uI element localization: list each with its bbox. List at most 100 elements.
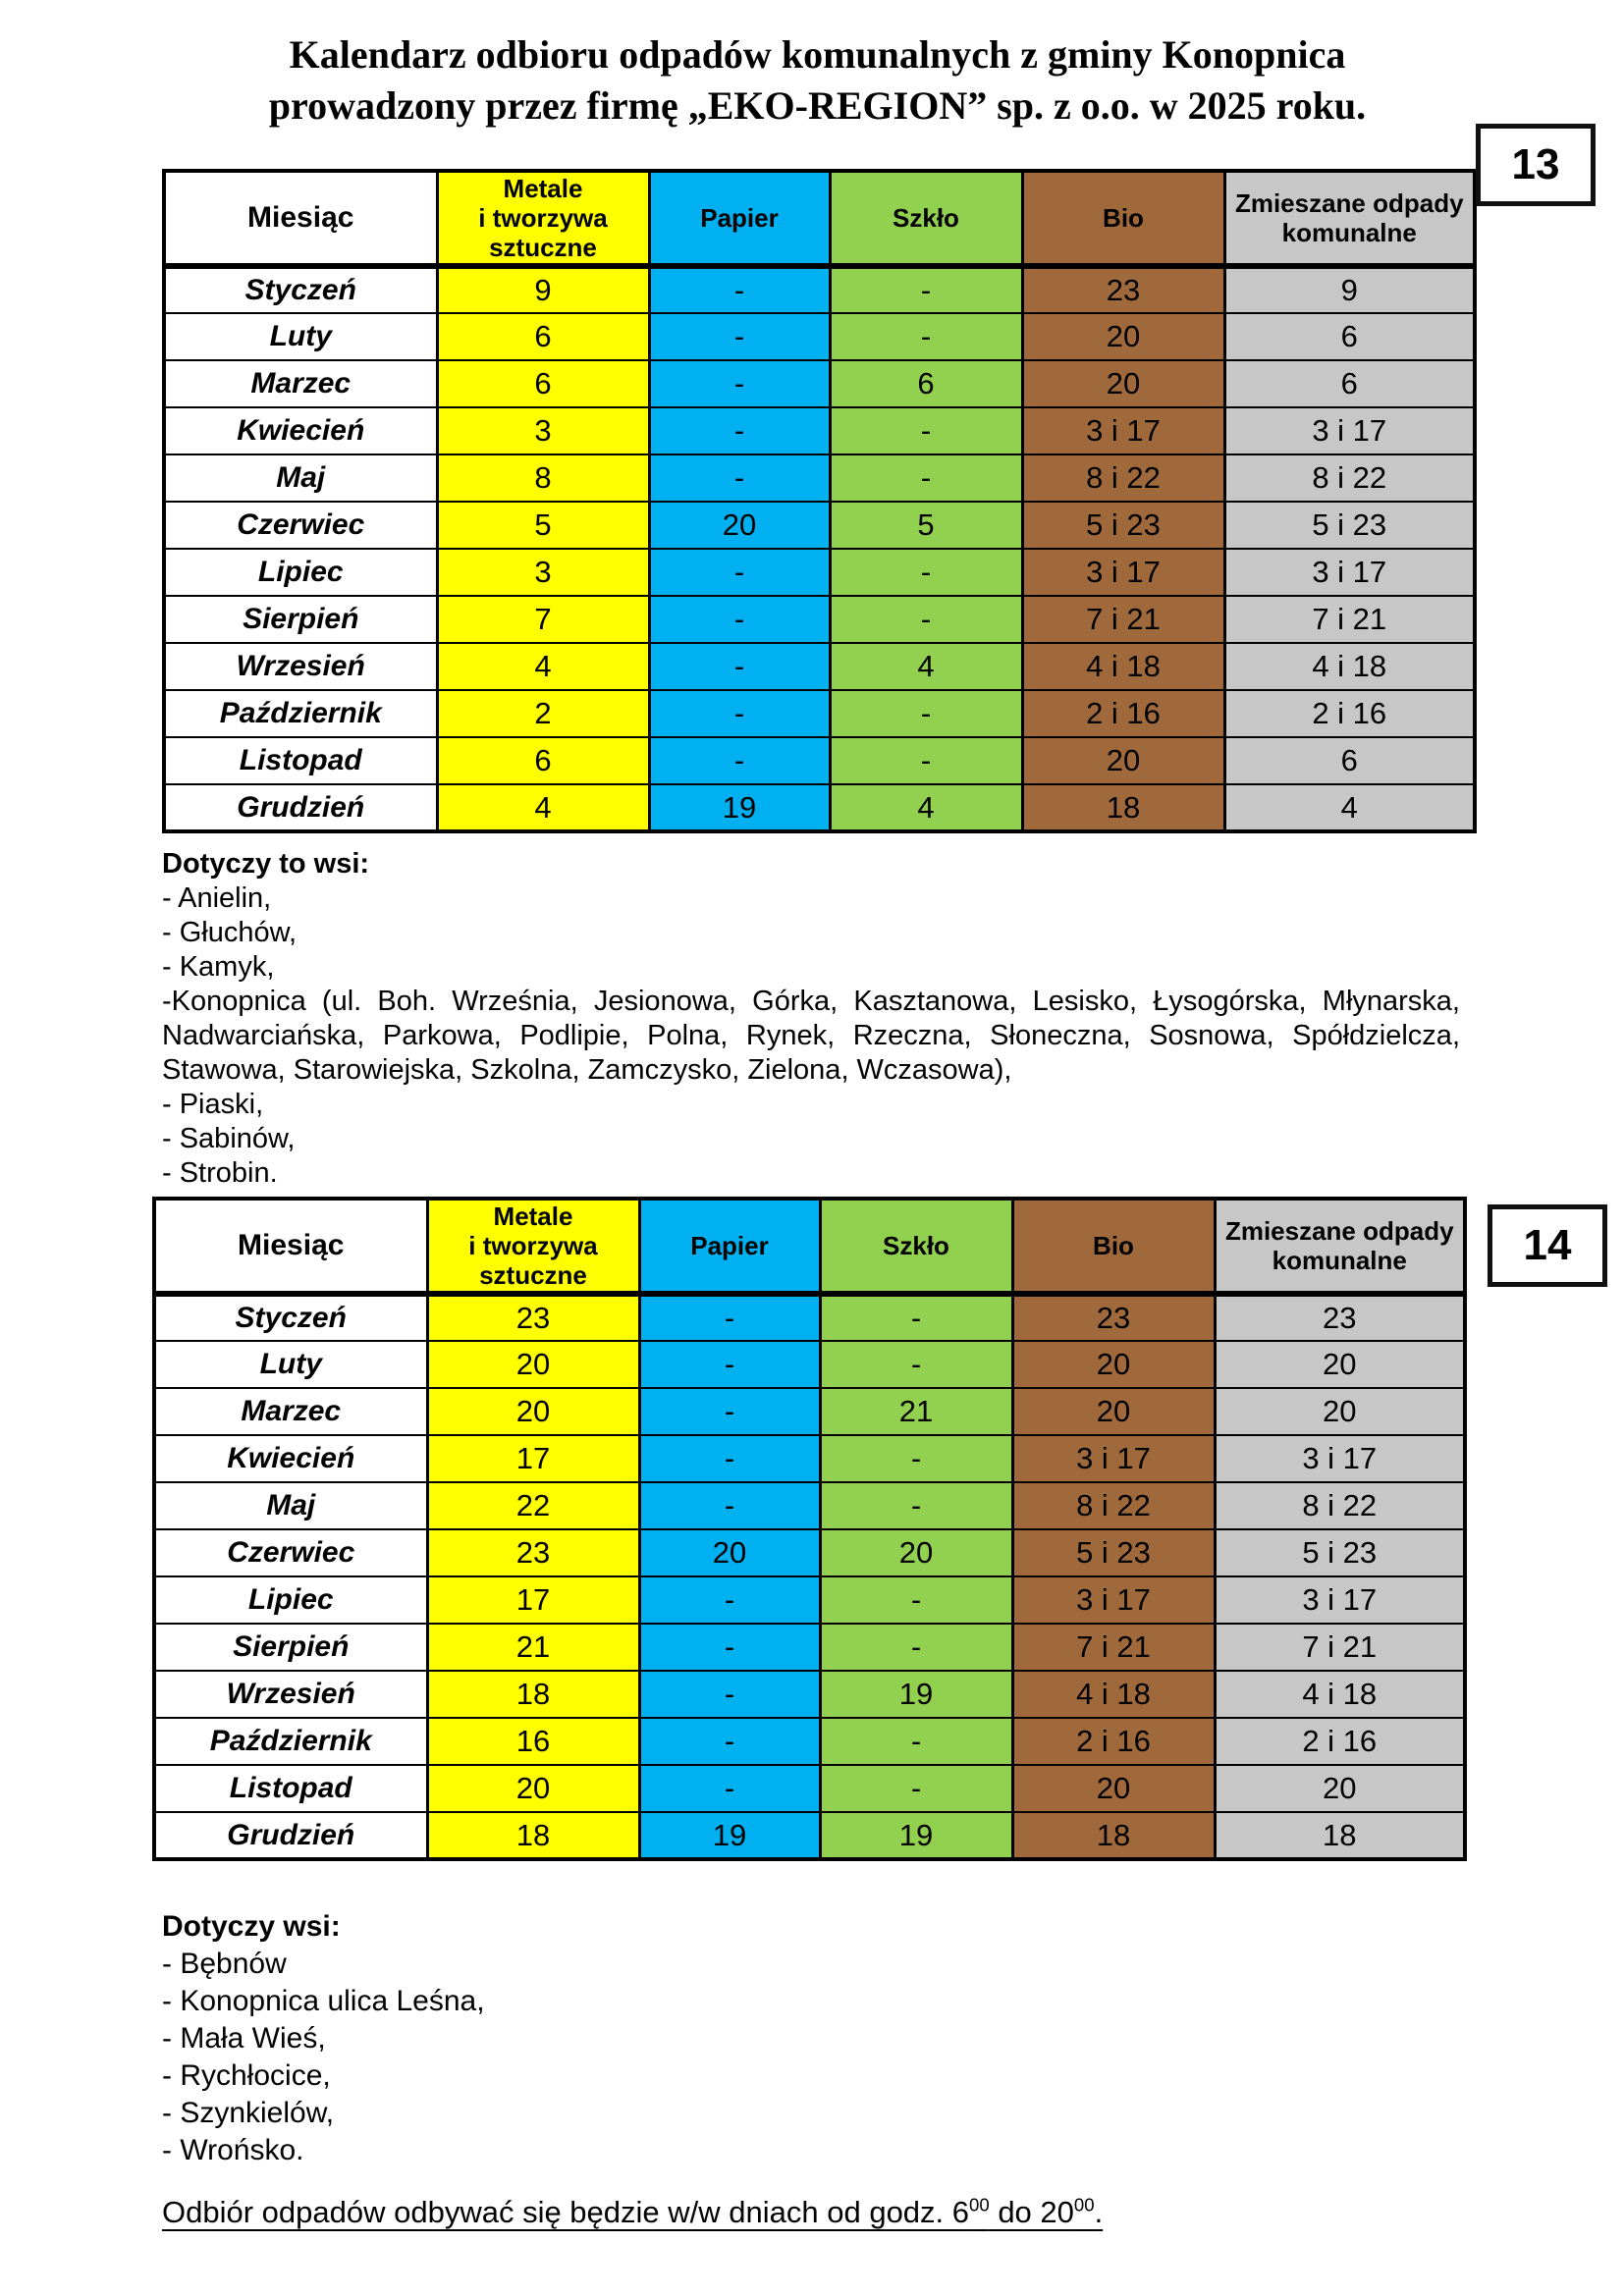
month-cell: Maj <box>162 454 439 503</box>
collection-day-cell: 6 <box>435 312 651 361</box>
collection-day-cell: 9 <box>435 265 651 314</box>
collection-day-cell: 4 <box>435 642 651 691</box>
collection-day-cell: 20 <box>1213 1764 1467 1813</box>
collection-day-cell: 16 <box>425 1717 641 1766</box>
collection-day-cell: - <box>818 1764 1014 1813</box>
collection-day-cell: 20 <box>637 1528 822 1577</box>
villages-list: - Bębnów - Konopnica ulica Leśna, - Mała W… <box>162 1946 1473 2169</box>
table-row: Lipiec 17- -3 i 17 3 i 17 <box>152 1575 1467 1625</box>
page-content: Kalendarz odbioru odpadów komunalnych z … <box>152 0 1607 2230</box>
collection-day-cell: 23 <box>425 1528 641 1577</box>
collection-table-section-14: 14 Miesiąc Metale i tworzywa sztuczne Pa… <box>152 1197 1607 1861</box>
month-cell: Wrzesień <box>162 642 439 691</box>
collection-day-cell: - <box>828 454 1024 503</box>
collection-day-cell: 3 i 17 <box>1213 1575 1467 1625</box>
document-title: Kalendarz odbioru odpadów komunalnych z … <box>162 0 1473 132</box>
collection-day-cell: - <box>828 406 1024 455</box>
collection-day-cell: 8 i 22 <box>1222 454 1477 503</box>
collection-day-cell: - <box>637 1717 822 1766</box>
month-cell: Czerwiec <box>162 501 439 550</box>
collection-day-cell: 23 <box>1020 265 1226 314</box>
collection-day-cell: - <box>828 265 1024 314</box>
col-header-glass: Szkło <box>818 1198 1014 1297</box>
collection-day-cell: 4 <box>435 783 651 832</box>
villages-note-heading: Dotyczy to wsi: <box>162 848 370 880</box>
collection-day-cell: 22 <box>425 1481 641 1530</box>
table-row: Listopad 20- -20 20 <box>152 1764 1467 1813</box>
table-row: Październik 2- -2 i 16 2 i 16 <box>162 689 1477 738</box>
collection-day-cell: 21 <box>818 1387 1014 1436</box>
villages-note-1: Dotyczy to wsi: - Anielin, - Głuchów, - Ka… <box>162 847 1460 1191</box>
collection-day-cell: - <box>828 689 1024 738</box>
collection-day-cell: - <box>818 1623 1014 1672</box>
month-cell: Kwiecień <box>162 406 439 455</box>
collection-day-cell: 3 i 17 <box>1222 406 1477 455</box>
village-list-item: - Piaski, <box>162 1089 264 1120</box>
village-list-item: - Konopnica ulica Leśna, <box>162 1985 485 2017</box>
collection-day-cell: - <box>818 1340 1014 1389</box>
collection-day-cell: - <box>637 1575 822 1625</box>
collection-day-cell: 7 i 21 <box>1010 1623 1217 1672</box>
month-cell: Maj <box>152 1481 429 1530</box>
collection-day-cell: 18 <box>1020 783 1226 832</box>
collection-day-cell: - <box>637 1623 822 1672</box>
collection-day-cell: - <box>818 1293 1014 1342</box>
collection-day-cell: 5 <box>828 501 1024 550</box>
collection-day-cell: 3 <box>435 406 651 455</box>
collection-day-cell: 2 i 16 <box>1020 689 1226 738</box>
collection-day-cell: 19 <box>637 1811 822 1860</box>
month-cell: Październik <box>162 689 439 738</box>
collection-day-cell: 2 i 16 <box>1222 689 1477 738</box>
collection-day-cell: 18 <box>425 1811 641 1860</box>
table-row: Wrzesień 18-19 4 i 18 4 i 18 <box>152 1670 1467 1719</box>
village-list-item: - Rychłocice, <box>162 2059 331 2092</box>
collection-hours-text: Odbiór odpadów odbywać się będzie w/w dn… <box>162 2195 1103 2229</box>
month-cell: Sierpień <box>162 595 439 644</box>
month-cell: Marzec <box>152 1387 429 1436</box>
collection-day-cell: 3 i 17 <box>1222 548 1477 597</box>
month-cell: Marzec <box>162 359 439 408</box>
villages-note-heading: Dotyczy wsi: <box>162 1910 341 1943</box>
collection-day-cell: 8 <box>435 454 651 503</box>
col-header-mixed-waste: Zmieszane odpady komunalne <box>1222 170 1477 269</box>
title-line-1: Kalendarz odbioru odpadów komunalnych z … <box>289 32 1346 77</box>
col-header-paper: Papier <box>637 1198 822 1297</box>
table-body: Styczeń 23- -23 23 Luty 20- -20 20 Marzec 20-21 20… <box>152 1293 1467 1860</box>
collection-day-cell: 7 <box>435 595 651 644</box>
collection-day-cell: 3 i 17 <box>1020 548 1226 597</box>
collection-day-cell: 18 <box>1010 1811 1217 1860</box>
collection-day-cell: - <box>818 1481 1014 1530</box>
table-row: Styczeń 23- -23 23 <box>152 1293 1467 1342</box>
waste-calendar-table-13: Miesiąc Metale i tworzywa sztuczne Papie… <box>162 169 1477 833</box>
footer-text-part: do 20 <box>989 2195 1074 2229</box>
collection-day-cell: 3 i 17 <box>1010 1434 1217 1483</box>
table-row: Luty 20- -20 20 <box>152 1340 1467 1389</box>
month-cell: Październik <box>152 1717 429 1766</box>
col-header-mixed-waste: Zmieszane odpady komunalne <box>1213 1198 1467 1297</box>
collection-day-cell: - <box>647 595 832 644</box>
collection-day-cell: - <box>647 359 832 408</box>
collection-day-cell: 4 <box>1222 783 1477 832</box>
month-cell: Grudzień <box>152 1811 429 1860</box>
village-list-item: - Głuchów, <box>162 917 297 948</box>
collection-day-cell: 4 i 18 <box>1020 642 1226 691</box>
collection-day-cell: 20 <box>1010 1340 1217 1389</box>
collection-day-cell: 5 i 23 <box>1010 1528 1217 1577</box>
table-row: Wrzesień 4-4 4 i 18 4 i 18 <box>162 642 1477 691</box>
month-cell: Lipiec <box>162 548 439 597</box>
collection-day-cell: 17 <box>425 1434 641 1483</box>
collection-day-cell: 9 <box>1222 265 1477 314</box>
table-row: Marzec 20-21 20 20 <box>152 1387 1467 1436</box>
col-header-glass: Szkło <box>828 170 1024 269</box>
collection-day-cell: - <box>637 1340 822 1389</box>
collection-day-cell: - <box>818 1575 1014 1625</box>
collection-day-cell: 20 <box>647 501 832 550</box>
collection-day-cell: 5 i 23 <box>1020 501 1226 550</box>
collection-day-cell: 5 <box>435 501 651 550</box>
collection-day-cell: - <box>637 1387 822 1436</box>
collection-day-cell: - <box>637 1764 822 1813</box>
collection-day-cell: - <box>647 454 832 503</box>
collection-day-cell: 6 <box>1222 736 1477 785</box>
collection-day-cell: 17 <box>425 1575 641 1625</box>
village-list-item: - Bębnów <box>162 1948 287 1980</box>
